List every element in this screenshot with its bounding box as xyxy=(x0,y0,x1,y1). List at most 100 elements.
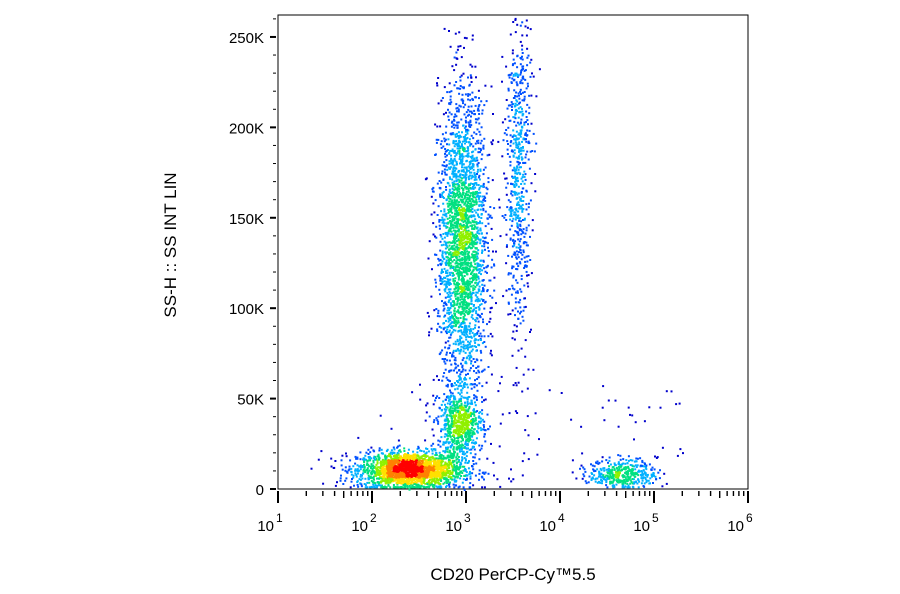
event-dot xyxy=(446,272,448,275)
event-dot xyxy=(461,301,464,304)
event-dot xyxy=(450,205,453,208)
event-dot xyxy=(455,479,458,482)
event-dot xyxy=(453,237,456,240)
event-dot xyxy=(368,481,371,484)
event-dot xyxy=(486,457,489,460)
event-dot xyxy=(416,448,419,450)
event-dot xyxy=(423,474,426,477)
event-dot xyxy=(453,140,456,143)
event-dot xyxy=(449,333,452,336)
event-dot xyxy=(458,255,461,258)
event-dot xyxy=(477,191,480,194)
event-dot xyxy=(441,252,444,255)
event-dot xyxy=(460,287,463,290)
event-dot xyxy=(458,149,461,152)
event-dot xyxy=(469,291,472,294)
event-dot xyxy=(483,307,486,310)
event-dot xyxy=(465,155,468,158)
event-dot xyxy=(461,280,464,283)
event-dot xyxy=(468,343,471,346)
event-dot xyxy=(457,287,460,290)
event-dot xyxy=(477,222,480,225)
event-dot xyxy=(453,84,456,87)
event-dot xyxy=(360,485,363,488)
event-dot xyxy=(475,178,478,181)
event-dot xyxy=(467,269,470,272)
event-dot xyxy=(455,213,458,216)
event-dot xyxy=(474,275,476,278)
event-dot xyxy=(474,174,477,176)
event-dot xyxy=(414,475,417,478)
event-dot xyxy=(436,328,439,331)
event-dot xyxy=(458,270,461,273)
event-dot xyxy=(449,307,452,309)
event-dot xyxy=(471,227,474,230)
event-dot xyxy=(446,278,449,281)
event-dot xyxy=(443,236,446,239)
event-dot xyxy=(449,166,452,169)
event-dot xyxy=(450,101,453,104)
event-dot xyxy=(386,465,389,468)
event-dot xyxy=(385,450,388,452)
event-dot xyxy=(474,286,477,288)
event-dot xyxy=(384,455,387,458)
event-dot xyxy=(320,450,323,453)
event-dot xyxy=(418,457,421,460)
event-dot xyxy=(476,173,478,175)
event-dot xyxy=(476,264,479,267)
event-dot xyxy=(444,301,447,304)
event-dot xyxy=(462,213,465,216)
event-dot xyxy=(464,179,467,182)
event-dot xyxy=(455,446,458,449)
event-dot xyxy=(458,190,461,193)
event-dot xyxy=(462,331,465,333)
event-dot xyxy=(375,457,378,460)
event-dot xyxy=(444,138,447,141)
event-dot xyxy=(447,138,450,141)
event-dot xyxy=(445,285,448,288)
event-dot xyxy=(432,473,435,476)
event-dot xyxy=(472,199,475,202)
event-dot xyxy=(465,205,468,208)
event-dot xyxy=(380,460,383,463)
event-dot xyxy=(461,465,464,468)
event-dot xyxy=(469,475,472,478)
event-dot xyxy=(457,142,460,145)
event-dot xyxy=(438,288,441,291)
event-dot xyxy=(455,161,458,164)
event-dot xyxy=(484,225,487,228)
event-dot xyxy=(460,404,463,407)
event-dot xyxy=(448,91,451,94)
event-dot xyxy=(393,460,396,463)
event-dot xyxy=(469,269,472,272)
event-dot xyxy=(480,335,483,338)
event-dot xyxy=(463,345,466,348)
event-dot xyxy=(473,171,476,174)
event-dot xyxy=(458,208,460,211)
event-dot xyxy=(458,140,461,143)
event-dot xyxy=(398,481,401,484)
event-dot xyxy=(455,207,458,210)
event-dot xyxy=(398,467,401,470)
event-dot xyxy=(439,258,442,261)
event-dot xyxy=(456,283,459,286)
event-dot xyxy=(493,207,496,210)
event-dot xyxy=(439,282,442,285)
event-dot xyxy=(373,478,375,481)
event-dot xyxy=(481,283,484,286)
event-dot xyxy=(441,250,444,253)
event-dot xyxy=(449,233,452,236)
event-dot xyxy=(464,217,467,220)
event-dot xyxy=(455,173,458,176)
event-dot xyxy=(373,475,375,478)
event-dot xyxy=(450,200,453,203)
event-dot xyxy=(470,256,473,259)
event-dot xyxy=(455,203,458,206)
event-dot xyxy=(379,471,382,473)
event-dot xyxy=(476,331,479,334)
event-dot xyxy=(409,457,412,459)
event-dot xyxy=(467,340,469,343)
event-dot xyxy=(463,140,466,142)
event-dot xyxy=(442,474,445,477)
event-dot xyxy=(398,465,401,468)
